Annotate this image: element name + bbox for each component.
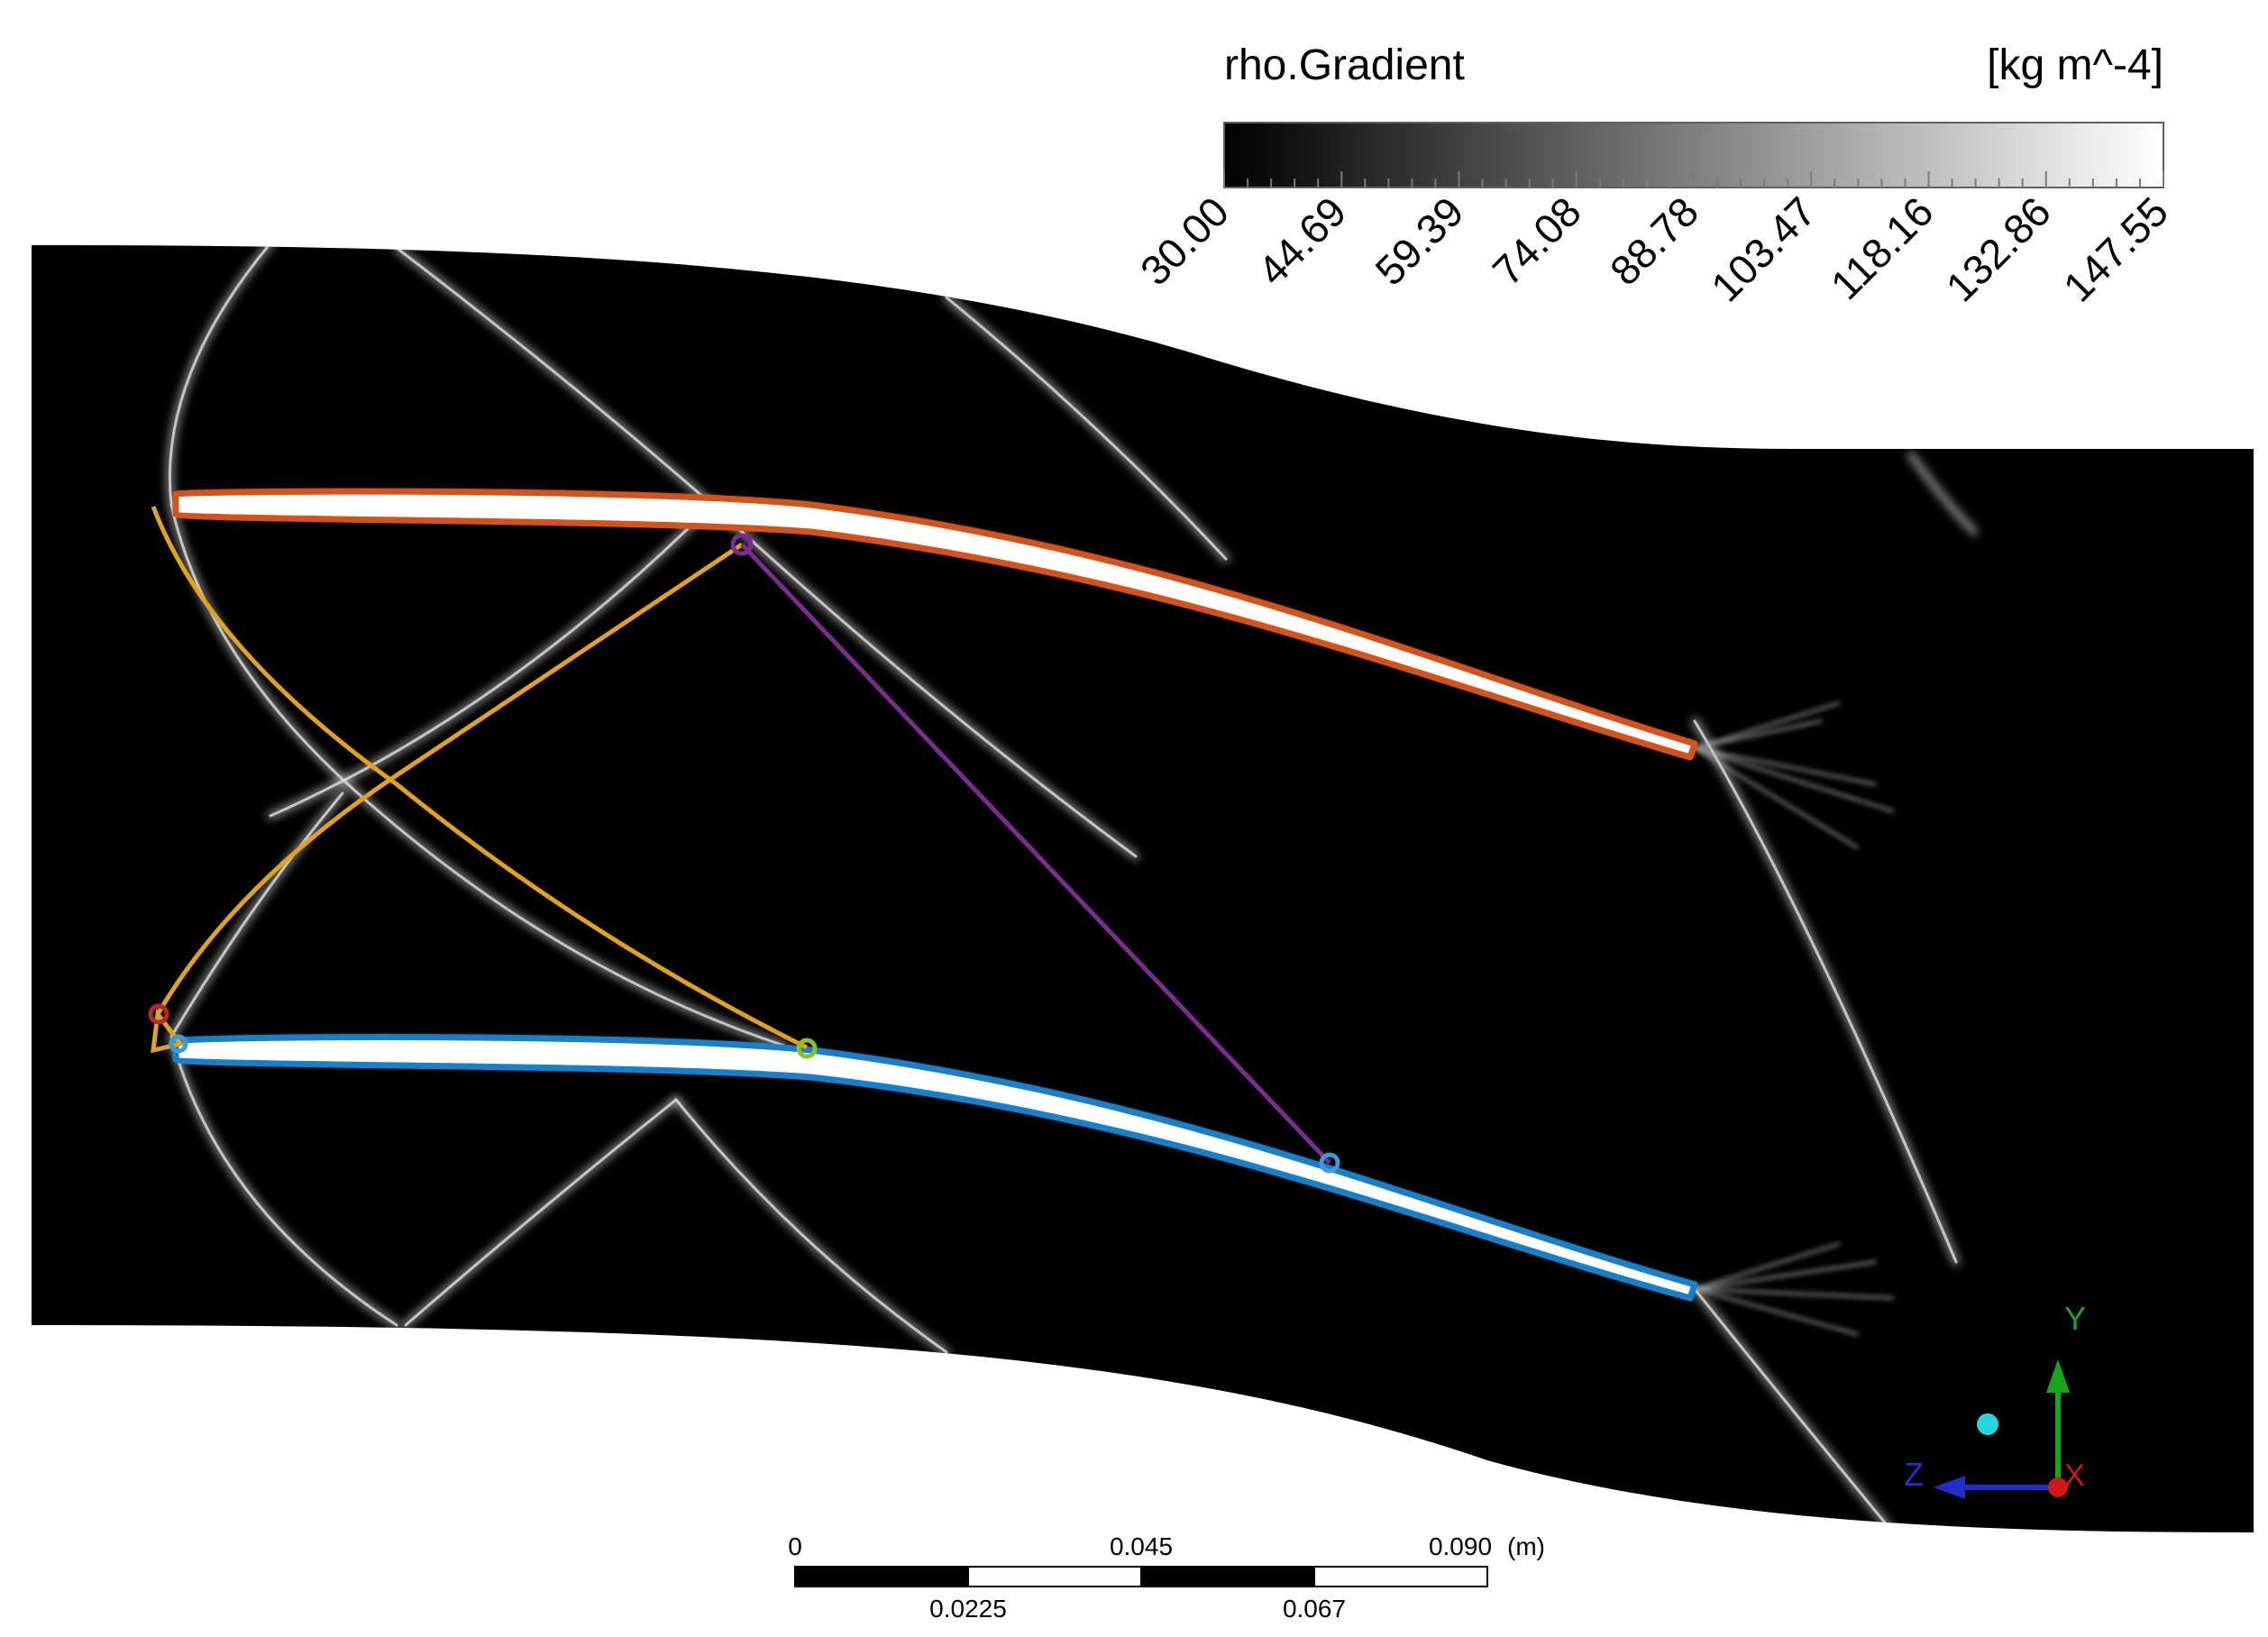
characteristic-line-lower-to-upper: [155, 542, 744, 1016]
upper-blade: [172, 488, 1698, 761]
x-axis-label: X: [2064, 1459, 2085, 1493]
legend-tick-labels: 30.00 44.69 59.39 74.08 88.78103.47118.16132…: [1131, 187, 2177, 310]
y-axis-arrowhead: [2046, 1359, 2070, 1393]
legend-tick-label: 132.86: [1937, 187, 2060, 310]
scale-bar: 0 0.045 0.090 (m) 0.0225 0.067: [788, 1532, 1545, 1623]
marker-purple: [730, 533, 754, 556]
marker-blue-leading-edge: [169, 1034, 188, 1054]
characteristic-line-leading-edge: [151, 1008, 185, 1054]
lower-blade: [172, 1034, 1698, 1302]
scale-segment-4: [1313, 1566, 1488, 1587]
legend-tick-label: 147.55: [2054, 187, 2177, 310]
legend-tick-label: 44.69: [1248, 187, 1355, 294]
marker-red: [148, 1003, 169, 1025]
z-axis-arrowhead: [1934, 1476, 1965, 1499]
characteristic-lines: [151, 506, 809, 1054]
marker-blue: [1319, 1152, 1340, 1174]
y-axis-label: Y: [2064, 1300, 2086, 1337]
flow-domain: [32, 245, 2254, 1532]
legend-tick-label: 59.39: [1366, 187, 1472, 294]
scale-label-0090: 0.090: [1429, 1532, 1492, 1560]
legend-tick-label: 118.16: [1822, 187, 1943, 308]
legend-tick-label: 88.78: [1601, 187, 1707, 294]
axes-triad: Y Z X: [1904, 1300, 2086, 1499]
scale-label-0045: 0.045: [1110, 1532, 1173, 1560]
connector-line: [740, 543, 1331, 1165]
triad-center-dot: [1977, 1413, 1998, 1435]
legend-tick-label: 103.47: [1702, 187, 1824, 310]
shock-waves: [166, 245, 1978, 1532]
scale-label-00225: 0.0225: [929, 1595, 1007, 1623]
scale-label-0: 0: [788, 1532, 802, 1560]
characteristic-line-upper-to-lower: [151, 506, 809, 1050]
scale-segment-3: [1140, 1566, 1315, 1587]
legend-tick-label: 30.00: [1131, 187, 1238, 294]
upper-blade-outline: [172, 488, 1698, 761]
z-axis-label: Z: [1904, 1456, 1924, 1493]
legend-tick-label: 74.08: [1484, 187, 1590, 294]
scale-segment-1: [794, 1566, 969, 1587]
scale-unit: (m): [1507, 1532, 1545, 1560]
color-legend: rho.Gradient [kg m^-4] 30.00 44.69 59.39 74…: [1131, 41, 2177, 311]
lower-blade-outline: [172, 1034, 1698, 1302]
scale-label-0067: 0.067: [1283, 1595, 1346, 1623]
marker-green: [796, 1038, 818, 1059]
legend-unit: [kg m^-4]: [1987, 41, 2163, 89]
legend-variable: rho.Gradient: [1224, 41, 1465, 89]
legend-tick-marks: [1223, 171, 2164, 187]
x-axis-dot: [2048, 1477, 2068, 1497]
scale-segment-2: [967, 1566, 1142, 1587]
